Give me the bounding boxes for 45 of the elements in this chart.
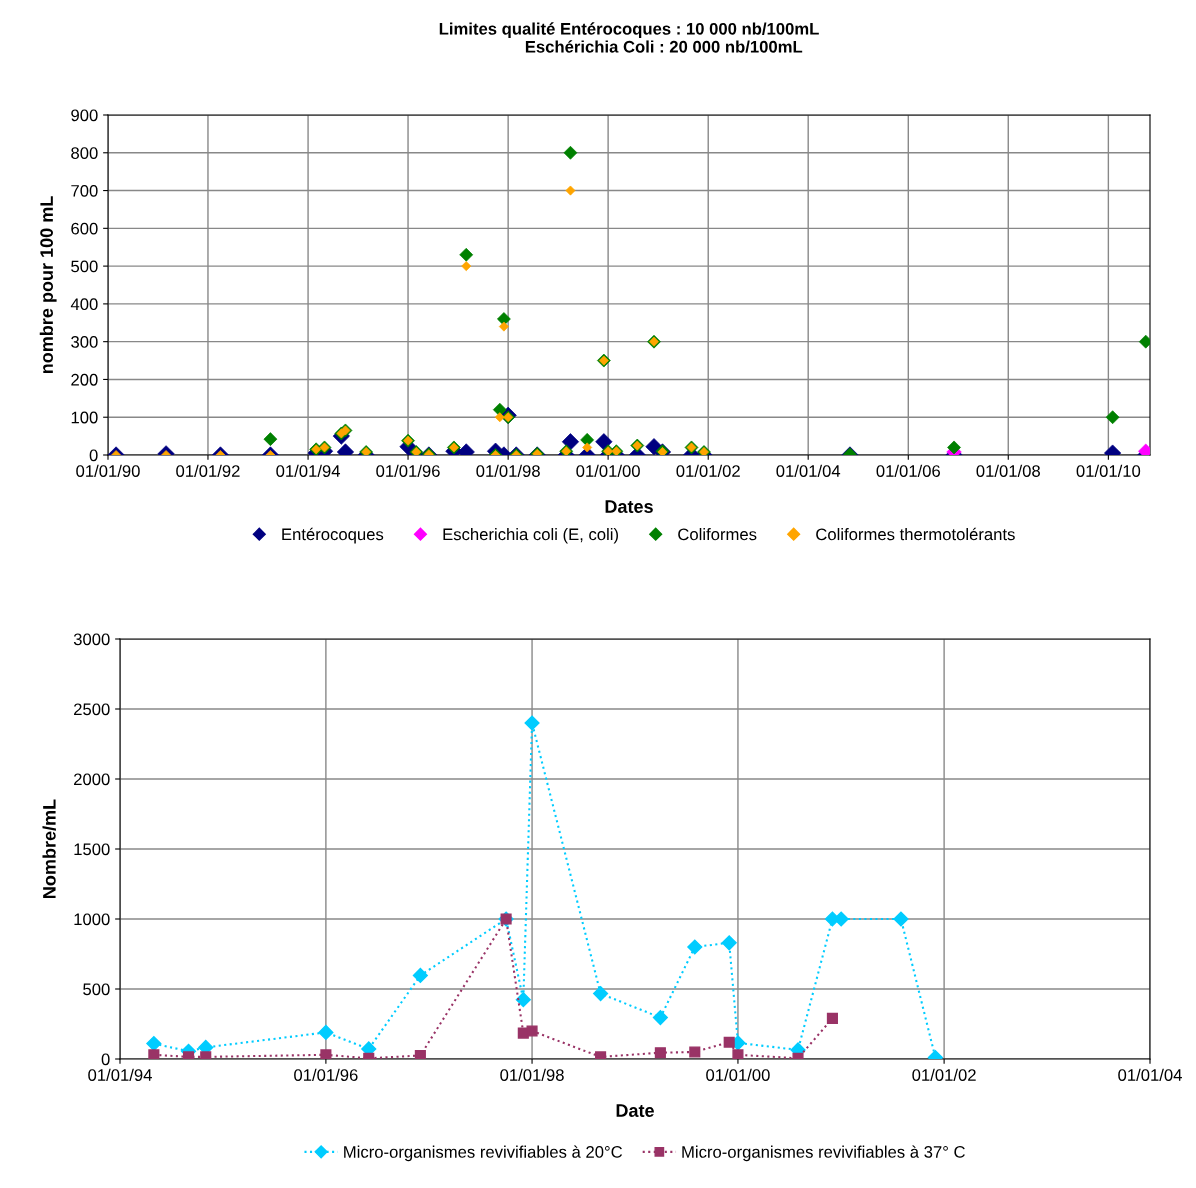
x-tick-label: 01/01/06 <box>876 464 940 477</box>
y-tick-label: 400 <box>70 298 98 311</box>
y-tick-label: 1500 <box>74 843 110 856</box>
y-tick-label: 1000 <box>74 913 110 926</box>
x-tick-label: 01/01/94 <box>276 464 341 477</box>
legend-label: Coliformes <box>678 528 757 541</box>
y-tick-label: 900 <box>71 109 98 122</box>
y-tick-label: 600 <box>71 222 98 235</box>
legend-label: Micro-organismes revivifiables à 37° C <box>682 1145 965 1162</box>
x-tick-label: 01/01/08 <box>976 464 1040 477</box>
x-tick-label: 01/01/98 <box>476 464 540 477</box>
x-tick-label: 01/01/04 <box>776 464 841 477</box>
y-axis-title: Nombre/mL <box>42 799 56 898</box>
x-tick-label: 01/01/10 <box>1076 464 1141 477</box>
x-axis-title: Dates <box>605 500 653 513</box>
legend-label: Coliformes thermotolérants <box>816 527 1015 541</box>
legend-label: Escherichia coli (E, coli) <box>443 528 618 544</box>
x-tick-label: 01/01/02 <box>676 464 740 477</box>
y-axis-title: nombre pour 100 mL <box>39 196 57 374</box>
x-tick-label: 01/01/94 <box>88 1068 152 1081</box>
legend-label: Entérocoques <box>282 527 384 544</box>
x-tick-label: 01/01/02 <box>912 1068 976 1081</box>
y-tick-label: 300 <box>71 336 98 348</box>
y-tick-label: 200 <box>71 373 98 386</box>
y-tick-label: 2500 <box>74 703 110 716</box>
y-tick-label: 800 <box>71 147 98 159</box>
x-tick-label: 01/01/96 <box>376 464 440 477</box>
x-tick-label: 01/01/00 <box>576 464 640 477</box>
y-tick-label: 3000 <box>73 633 110 646</box>
x-tick-label: 01/01/96 <box>294 1068 358 1081</box>
y-tick-label: 500 <box>83 983 110 996</box>
y-tick-label: 0 <box>101 1053 110 1066</box>
x-tick-label: 01/01/04 <box>1118 1068 1182 1081</box>
y-tick-label: 2000 <box>74 773 110 786</box>
legend-label: Micro-organismes revivifiables à 20°C <box>344 1145 623 1162</box>
y-tick-label: 500 <box>71 260 98 273</box>
x-tick-label: 01/01/90 <box>76 464 140 477</box>
x-axis-title: Date <box>616 1104 654 1117</box>
y-tick-label: 700 <box>71 184 98 197</box>
x-tick-label: 01/01/98 <box>500 1068 564 1081</box>
x-tick-label: 01/01/92 <box>176 464 240 477</box>
y-tick-label: 100 <box>71 411 98 424</box>
chart-title: Limites qualité Entérocoques : 10 000 nb/100mL Eschérichia Coli : 20 000 nb/100mL <box>439 22 819 53</box>
y-tick-label: 0 <box>89 449 98 462</box>
x-tick-label: 01/01/00 <box>706 1068 770 1081</box>
